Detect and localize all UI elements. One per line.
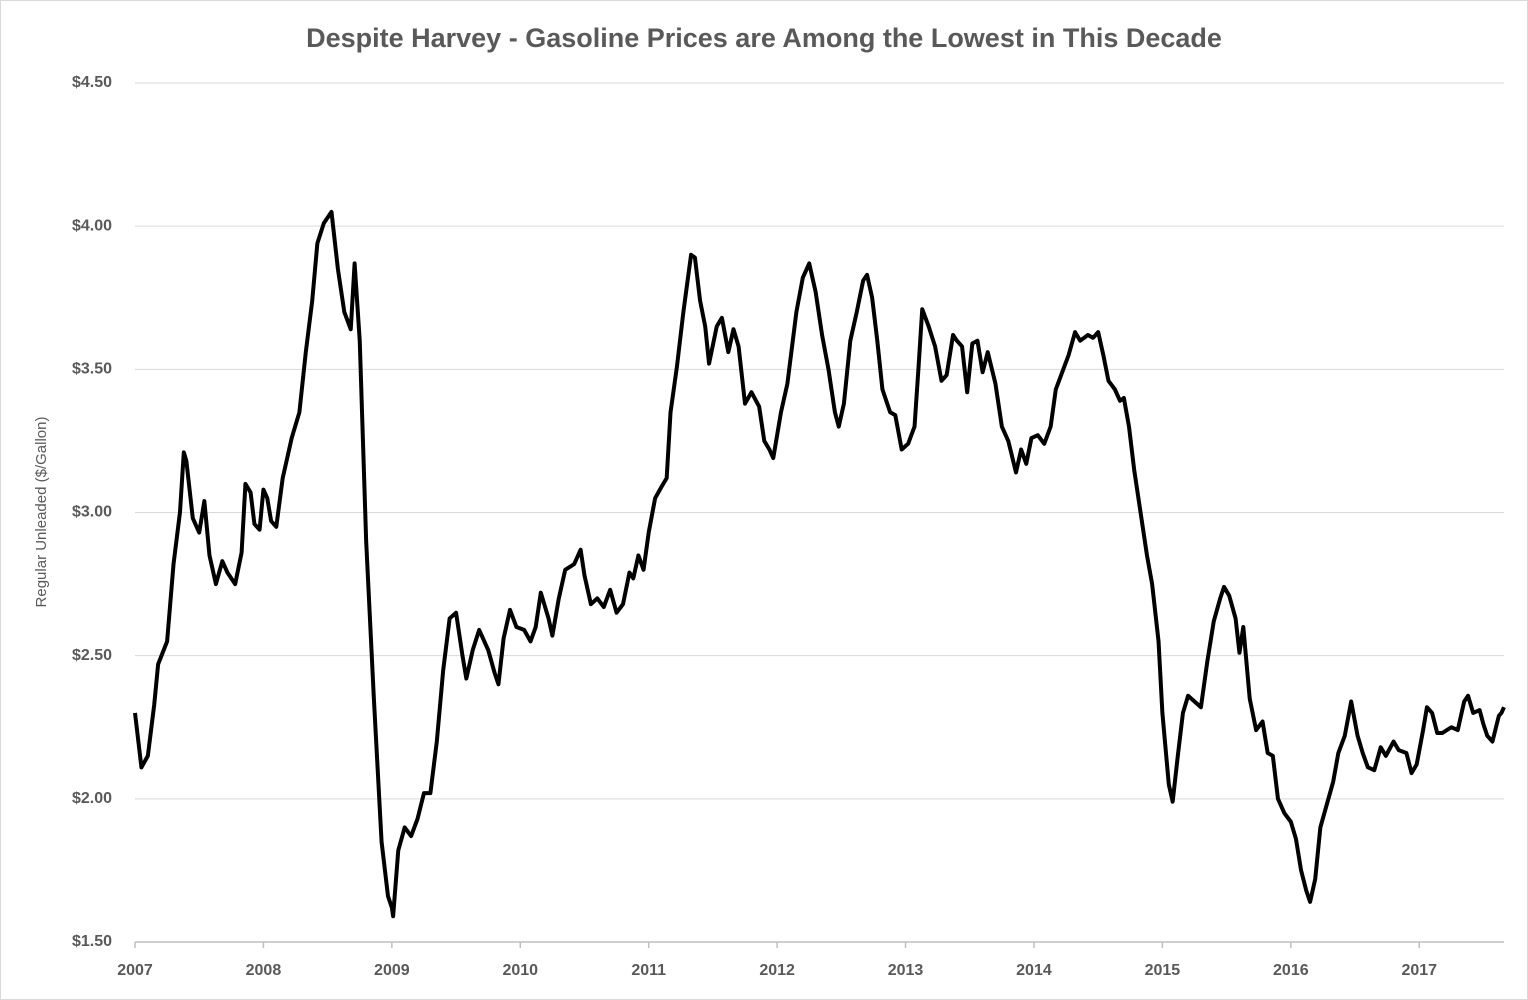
x-tick-label: 2015 [1145, 962, 1181, 979]
x-tick-label: 2016 [1273, 962, 1309, 979]
y-tick-label: $4.00 [72, 217, 112, 234]
x-tick-label: 2013 [888, 962, 924, 979]
y-tick-label: $4.50 [72, 74, 112, 91]
y-axis-label: Regular Unleaded ($/Gallon) [33, 417, 50, 608]
x-tick-label: 2017 [1401, 962, 1437, 979]
x-tick-label: 2010 [502, 962, 538, 979]
y-tick-label: $2.00 [72, 790, 112, 807]
x-tick-label: 2007 [117, 962, 153, 979]
chart-title: Despite Harvey - Gasoline Prices are Amo… [306, 23, 1222, 53]
y-tick-label: $3.00 [72, 504, 112, 521]
y-tick-label: $1.50 [72, 933, 112, 950]
x-tick-label: 2012 [759, 962, 795, 979]
y-tick-label: $2.50 [72, 647, 112, 664]
x-tick-label: 2014 [1016, 962, 1052, 979]
y-tick-label: $3.50 [72, 361, 112, 378]
x-tick-label: 2008 [246, 962, 282, 979]
price-line [133, 209, 1506, 919]
x-tick-label: 2009 [374, 962, 410, 979]
x-tick-label: 2011 [631, 962, 666, 979]
